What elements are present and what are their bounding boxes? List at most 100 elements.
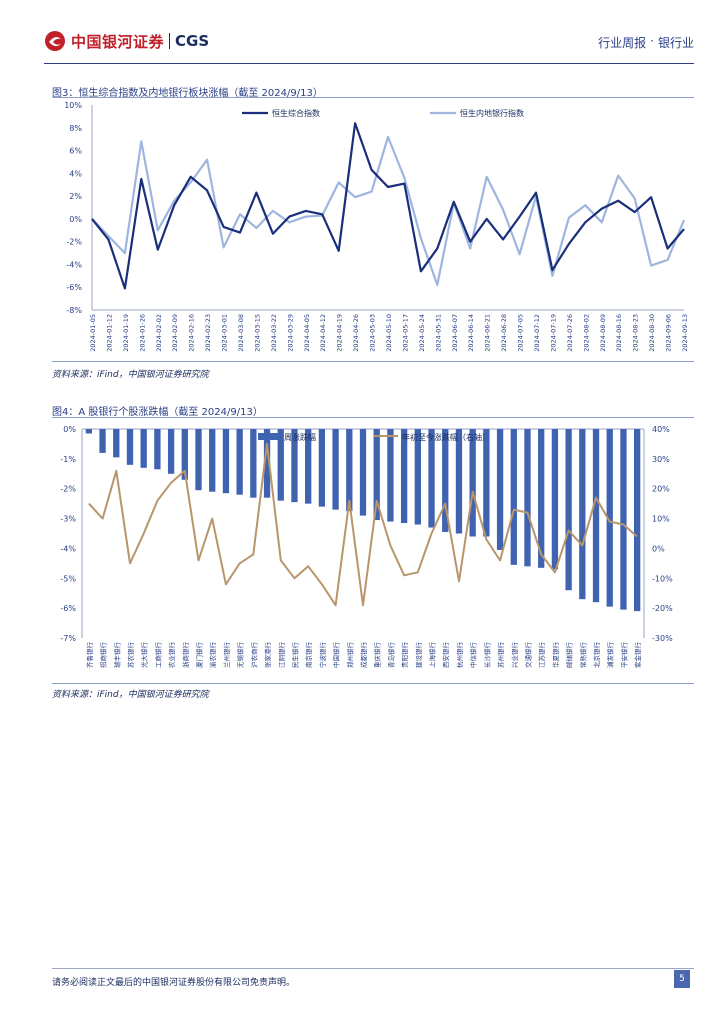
bar-weekly-change bbox=[195, 429, 202, 491]
bar-weekly-change bbox=[222, 429, 230, 494]
bar-weekly-change bbox=[469, 429, 476, 537]
x-tick-label: 杭州银行 bbox=[455, 642, 464, 669]
x-tick-label: 2024-02-16 bbox=[188, 314, 196, 352]
x-tick-label: 2024-07-26 bbox=[566, 314, 574, 352]
x-tick-label: 2024-08-16 bbox=[615, 314, 623, 352]
x-tick-label: 长沙银行 bbox=[482, 642, 491, 669]
x-tick-label: 紫金银行 bbox=[633, 642, 642, 669]
x-tick-label: 2024-08-02 bbox=[582, 314, 590, 352]
y-left-tick-label: 0% bbox=[63, 425, 76, 434]
y-tick-label: -4% bbox=[66, 260, 82, 269]
figure3-source: 资料来源：iFind，中国银河证券研究院 bbox=[52, 370, 209, 380]
bar-weekly-change bbox=[291, 429, 298, 503]
bar-weekly-change bbox=[524, 429, 531, 567]
figure3-title-rule bbox=[52, 97, 694, 98]
y-right-tick-label: -30% bbox=[652, 634, 673, 643]
bar-weekly-change bbox=[250, 429, 257, 498]
x-tick-label: 2024-05-17 bbox=[401, 314, 409, 352]
bar-weekly-change bbox=[140, 429, 147, 468]
x-tick-label: 西安银行 bbox=[441, 642, 450, 669]
x-tick-label: 北京银行 bbox=[592, 642, 601, 669]
x-tick-label: 重庆银行 bbox=[373, 642, 382, 669]
bar-weekly-change bbox=[455, 429, 463, 534]
y-left-tick-label: -7% bbox=[60, 634, 76, 643]
series-line-hs-mainland-banks bbox=[91, 135, 686, 286]
x-tick-label: 兴业银行 bbox=[510, 642, 519, 669]
bar-weekly-change bbox=[483, 429, 490, 537]
y-left-tick-label: -4% bbox=[60, 544, 76, 553]
x-tick-label: 平安银行 bbox=[619, 642, 628, 669]
brand-logo: 中国银河证券 CGS bbox=[44, 28, 209, 54]
legend-label-hs-composite: 恒生综合指数 bbox=[272, 108, 320, 118]
bar-weekly-change bbox=[414, 429, 421, 525]
bar-weekly-change bbox=[565, 429, 572, 591]
x-tick-label: 常熟银行 bbox=[578, 642, 587, 669]
y-right-tick-label: 20% bbox=[652, 485, 670, 494]
x-tick-label: 浙商银行 bbox=[181, 642, 190, 669]
bar-weekly-change bbox=[442, 429, 449, 533]
bar-weekly-change bbox=[551, 429, 559, 570]
y-tick-label: -2% bbox=[66, 238, 82, 247]
report-separator: · bbox=[650, 34, 654, 48]
x-tick-label: 2024-02-23 bbox=[204, 314, 212, 352]
bar-weekly-change bbox=[496, 429, 504, 550]
figure4-bottom-rule bbox=[52, 683, 694, 684]
bar-weekly-change bbox=[236, 429, 243, 495]
series-line-hs-composite bbox=[91, 122, 685, 290]
x-tick-label: 成都银行 bbox=[359, 642, 368, 669]
x-tick-label: 2024-05-10 bbox=[385, 314, 393, 352]
x-tick-label: 2024-01-19 bbox=[122, 314, 130, 352]
legend-label-hs-mainland-banks: 恒生内地银行指数 bbox=[460, 108, 524, 118]
x-tick-label: 江阴银行 bbox=[277, 642, 286, 669]
figure3-bottom-rule bbox=[52, 361, 694, 362]
legend-label-ytd-change: 年初至今涨跌幅（右轴） bbox=[402, 432, 490, 442]
y-left-tick-label: -5% bbox=[60, 574, 76, 583]
x-tick-label: 青岛银行 bbox=[386, 642, 395, 669]
bar-weekly-change bbox=[592, 429, 600, 603]
footer-disclaimer: 请务必阅读正文最后的中国银河证券股份有限公司免责声明。 bbox=[52, 978, 296, 988]
x-tick-label: 贵阳银行 bbox=[400, 642, 409, 669]
bar-weekly-change bbox=[620, 429, 627, 610]
figure4-title-rule bbox=[52, 417, 694, 418]
x-tick-label: 2024-04-26 bbox=[352, 314, 360, 352]
bar-weekly-change bbox=[277, 429, 284, 501]
bar-weekly-change bbox=[154, 429, 161, 470]
x-tick-label: 交通银行 bbox=[523, 642, 532, 669]
bar-weekly-change bbox=[85, 429, 93, 434]
x-tick-label: 2024-05-31 bbox=[434, 314, 442, 352]
x-tick-label: 宁波银行 bbox=[318, 642, 327, 669]
page-number: 5 bbox=[674, 970, 690, 988]
brand-divider bbox=[169, 33, 171, 49]
bar-weekly-change bbox=[113, 429, 120, 458]
bar-weekly-change bbox=[332, 429, 339, 510]
x-tick-label: 2024-06-14 bbox=[467, 314, 475, 352]
bar-weekly-change bbox=[181, 429, 188, 480]
bar-weekly-change bbox=[579, 429, 586, 600]
y-left-tick-label: -6% bbox=[60, 604, 76, 613]
y-left-tick-label: -2% bbox=[60, 485, 76, 494]
cgs-logo-icon bbox=[45, 31, 65, 51]
x-tick-label: 中国银行 bbox=[332, 642, 341, 669]
bar-weekly-change bbox=[209, 429, 216, 492]
figure3-line-chart: 10% 8% 6% 4% 2% 0% -2% -4% -6% -8% 2024-01-05 2024-… bbox=[64, 101, 689, 352]
x-tick-label: 2024-06-21 bbox=[484, 314, 492, 352]
bar-weekly-change bbox=[126, 429, 134, 465]
x-tick-label: 2024-07-05 bbox=[517, 314, 525, 352]
x-tick-label: 2024-06-07 bbox=[451, 314, 459, 352]
x-tick-label: 瑞丰银行 bbox=[112, 642, 121, 669]
bar-weekly-change bbox=[346, 429, 353, 512]
x-tick-label: 2024-07-12 bbox=[533, 314, 541, 352]
x-tick-label: 兰州银行 bbox=[222, 642, 231, 669]
x-tick-label: 2024-08-09 bbox=[599, 314, 607, 352]
x-tick-label: 2024-01-12 bbox=[105, 314, 113, 352]
y-right-tick-label: 0% bbox=[652, 544, 665, 553]
x-tick-label: 邮储银行 bbox=[565, 642, 574, 669]
x-tick-label: 2024-04-19 bbox=[336, 314, 344, 352]
footer-divider bbox=[52, 968, 694, 969]
y-tick-label: 2% bbox=[69, 192, 82, 201]
x-tick-label: 2024-01-05 bbox=[89, 314, 97, 352]
x-tick-label: 2024-08-23 bbox=[632, 314, 640, 352]
bar-weekly-change bbox=[373, 429, 380, 521]
x-tick-label: 招商银行 bbox=[99, 642, 108, 669]
x-tick-label: 2024-05-03 bbox=[369, 314, 377, 352]
